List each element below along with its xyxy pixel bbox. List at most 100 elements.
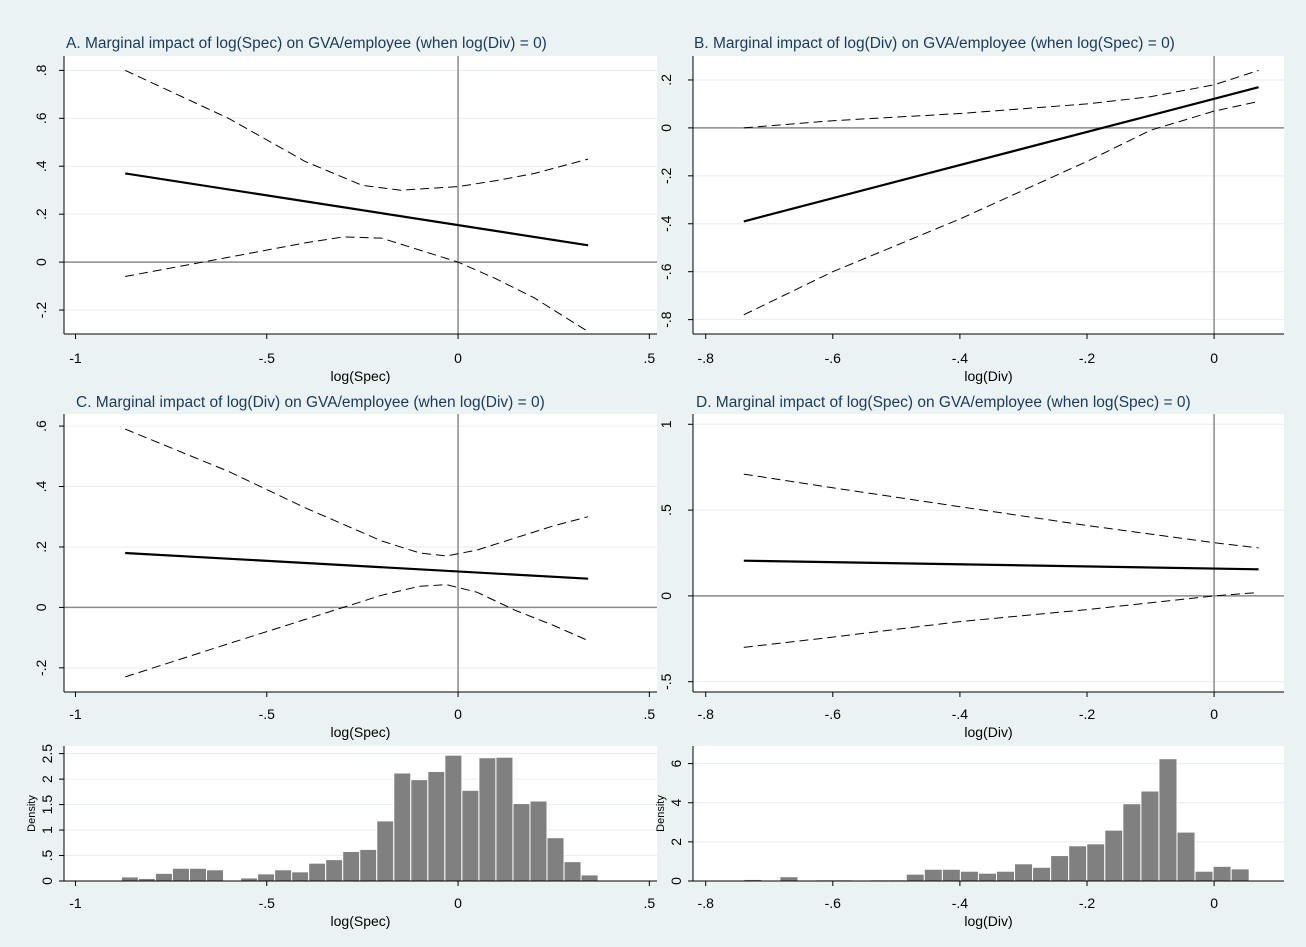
histogram-bar xyxy=(905,873,925,882)
histogram-bar xyxy=(1176,831,1196,882)
y-tick-label: .4 xyxy=(33,480,49,492)
histogram-bar xyxy=(580,874,599,882)
x-axis-label: log(Div) xyxy=(964,913,1012,929)
x-tick-label: -.6 xyxy=(825,706,842,722)
histogram-bar xyxy=(171,867,190,882)
histogram-bar xyxy=(923,868,943,882)
y-tick-label: .8 xyxy=(33,64,49,76)
histogram-bar xyxy=(977,872,998,882)
histogram-bar xyxy=(1068,845,1088,882)
histogram-bar xyxy=(274,869,293,882)
x-tick-label: -.2 xyxy=(1079,350,1096,366)
y-tick-label: -.4 xyxy=(658,215,674,232)
y-tick-label: .5 xyxy=(658,504,674,516)
y-tick-label: 0 xyxy=(33,603,49,611)
panel-6: Density -.8 -.6 -.4 -.2 0 0 2 4 6 log(Div) xyxy=(655,746,1284,929)
x-tick-label: .5 xyxy=(644,350,656,366)
x-tick-label: -1 xyxy=(69,895,82,911)
panel-1: A. Marginal impact of log(Spec) on GVA/e… xyxy=(33,35,657,384)
ci-lower-line xyxy=(125,236,589,333)
histogram-bar xyxy=(291,871,310,882)
ci-upper-line xyxy=(124,69,589,191)
y-tick-label: -.2 xyxy=(658,167,674,184)
panel-5: Density -1 -.5 0 .5 0 .5 1 1.5 2 2.5 log(Spec) xyxy=(26,744,657,929)
histogram-bar xyxy=(1158,758,1178,882)
x-tick-label: 0 xyxy=(454,350,462,366)
x-axis-label: log(Spec) xyxy=(331,724,391,740)
y-tick-label: 2 xyxy=(39,775,55,783)
y-tick-label: .2 xyxy=(33,541,49,553)
plot-area xyxy=(693,414,1284,692)
histogram-bar xyxy=(959,870,979,882)
x-tick-label: -.5 xyxy=(259,895,276,911)
x-axis-label: log(Spec) xyxy=(331,368,391,384)
x-tick-label: 0 xyxy=(1210,895,1218,911)
marginal-effect-line xyxy=(743,559,1259,571)
y-tick-label: 0 xyxy=(39,877,55,885)
ci-upper-line xyxy=(743,473,1259,549)
x-tick-label: -1 xyxy=(69,350,82,366)
x-tick-label: -.4 xyxy=(952,895,969,911)
x-tick-label: -.4 xyxy=(952,706,969,722)
y-axis-label: Density xyxy=(655,795,667,832)
y-tick-label: 2 xyxy=(668,838,684,846)
histogram-bar xyxy=(188,867,208,882)
y-tick-label: 0 xyxy=(658,124,674,132)
x-tick-label: 0 xyxy=(1210,706,1218,722)
histogram-bar xyxy=(120,876,139,882)
histogram-bar xyxy=(308,862,327,882)
panel-title: A. Marginal impact of log(Spec) on GVA/e… xyxy=(66,35,547,52)
x-tick-label: -.5 xyxy=(259,706,276,722)
x-tick-label: -.2 xyxy=(1079,895,1096,911)
x-axis-label: log(Div) xyxy=(964,368,1012,384)
y-tick-label: 1 xyxy=(658,420,674,428)
panel-4: D. Marginal impact of log(Spec) on GVA/e… xyxy=(658,394,1284,740)
histogram-bar xyxy=(1050,855,1070,882)
histogram-bar xyxy=(1230,868,1250,882)
x-tick-label: -.8 xyxy=(698,895,715,911)
y-tick-label: 1.5 xyxy=(39,795,55,815)
panel-title: B. Marginal impact of log(Div) on GVA/em… xyxy=(694,35,1175,52)
ci-lower-line xyxy=(743,101,1259,316)
histogram-bar xyxy=(427,770,446,882)
panel-3: C. Marginal impact of log(Div) on GVA/em… xyxy=(33,394,657,740)
y-tick-label: .6 xyxy=(33,420,49,432)
x-tick-label: 0 xyxy=(454,895,462,911)
panel-2: B. Marginal impact of log(Div) on GVA/em… xyxy=(658,35,1284,384)
y-tick-label: .6 xyxy=(33,112,49,124)
histogram-bar xyxy=(1122,803,1142,882)
histogram-bar xyxy=(941,868,961,882)
x-tick-label: -.8 xyxy=(698,350,715,366)
x-tick-label: .5 xyxy=(644,895,656,911)
y-tick-label: 4 xyxy=(668,799,684,807)
x-tick-label: -.5 xyxy=(259,350,276,366)
histogram-bar xyxy=(376,820,395,882)
histogram-bar xyxy=(546,837,565,882)
y-tick-label: 1 xyxy=(39,826,55,834)
histogram-bar xyxy=(779,876,799,882)
x-tick-label: -.2 xyxy=(1079,706,1096,722)
y-tick-label: -.5 xyxy=(658,673,674,690)
histogram-bar xyxy=(325,859,344,882)
x-tick-label: -.6 xyxy=(825,350,842,366)
y-axis-label: Density xyxy=(26,795,38,832)
histogram-bar xyxy=(444,754,463,882)
y-tick-label: -.2 xyxy=(33,302,49,319)
histogram-bar xyxy=(495,756,514,882)
x-tick-label: -1 xyxy=(69,706,82,722)
histogram-bar xyxy=(1032,866,1052,882)
x-tick-label: -.6 xyxy=(825,895,842,911)
x-axis-label: log(Spec) xyxy=(331,913,391,929)
y-tick-label: -.2 xyxy=(33,659,49,676)
y-tick-label: 0 xyxy=(33,258,49,266)
x-tick-label: -.8 xyxy=(698,706,715,722)
histogram-bar xyxy=(512,803,531,882)
y-tick-label: 0 xyxy=(668,877,684,885)
histogram-bar xyxy=(393,772,412,882)
ci-lower-line xyxy=(125,584,589,678)
y-tick-label: -.8 xyxy=(658,311,674,328)
ci-upper-line xyxy=(125,428,589,557)
x-tick-label: -.4 xyxy=(952,350,969,366)
y-tick-label: .5 xyxy=(39,849,55,861)
